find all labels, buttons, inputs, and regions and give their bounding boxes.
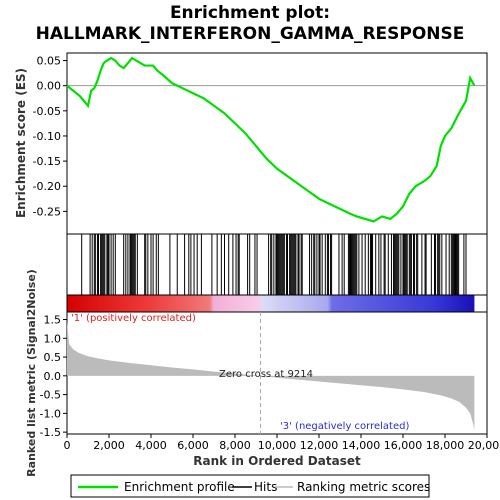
legend-enrichment-label: Enrichment profile bbox=[124, 480, 235, 494]
x-tick-label: 2,000 bbox=[93, 439, 125, 452]
heat-strip-bar bbox=[67, 295, 475, 312]
es-y-tick-label: 0.05 bbox=[37, 55, 62, 68]
x-tick-label: 16,000 bbox=[384, 439, 423, 452]
x-tick-label: 12,000 bbox=[300, 439, 339, 452]
x-tick-label: 14,000 bbox=[342, 439, 381, 452]
x-tick-label: 4,000 bbox=[135, 439, 167, 452]
es-y-tick-label: -0.05 bbox=[33, 105, 61, 118]
metric-y-tick-label: 1.0 bbox=[44, 332, 62, 345]
hit-marks bbox=[81, 234, 467, 295]
ranking-metric-area bbox=[67, 321, 475, 431]
es-y-tick-label: -0.25 bbox=[33, 205, 61, 218]
legend-box bbox=[70, 474, 430, 498]
x-axis-label: Rank in Ordered Dataset bbox=[193, 454, 361, 468]
legend-metric-label: Ranking metric scores bbox=[297, 480, 430, 494]
x-tick-label: 8,000 bbox=[219, 439, 251, 452]
chart-title-line-1: Enrichment plot: bbox=[170, 3, 330, 23]
metric-y-ticks: 1.5 1.0 0.5 0.0 -0.5 -1.0 -1.5 bbox=[40, 314, 67, 439]
legend-hits-label: Hits bbox=[254, 480, 277, 494]
metric-y-tick-label: 1.5 bbox=[44, 314, 62, 327]
chart-title-line-2: HALLMARK_INTERFERON_GAMMA_RESPONSE bbox=[36, 24, 465, 44]
metric-y-tick-label: 0.0 bbox=[44, 370, 62, 383]
negative-correlation-label: '3' (negatively correlated) bbox=[280, 421, 409, 432]
zero-cross-label: Zero cross at 9214 bbox=[219, 369, 313, 380]
metric-y-tick-label: -1.0 bbox=[40, 407, 61, 420]
ranked-metric-panel: 1.5 1.0 0.5 0.0 -0.5 -1.0 -1.5 '1' (positively… bbox=[40, 311, 488, 439]
metric-y-tick-label: -1.5 bbox=[40, 426, 61, 439]
es-y-ticks: 0.05 0.00 -0.05 -0.10 -0.15 -0.20 -0.25 bbox=[33, 55, 67, 218]
enrichment-score-panel: 0.05 0.00 -0.05 -0.10 -0.15 -0.20 -0.25 bbox=[33, 52, 488, 235]
enrichment-profile-line bbox=[66, 56, 476, 223]
es-y-axis-label: Enrichment score (ES) bbox=[14, 68, 28, 218]
x-tick-label: 18,000 bbox=[426, 439, 465, 452]
es-y-tick-label: -0.10 bbox=[33, 130, 61, 143]
metric-y-tick-label: -0.5 bbox=[40, 389, 61, 402]
x-axis-ticks: 0 2,000 4,000 6,000 8,000 10,000 12,000 14,000 1… bbox=[64, 434, 500, 452]
ranked-heat-strip bbox=[66, 294, 488, 313]
x-tick-label: 6,000 bbox=[177, 439, 209, 452]
metric-y-axis-label: Ranked list metric (Signal2Noise) bbox=[25, 269, 38, 477]
es-plot-frame bbox=[66, 52, 488, 235]
x-tick-label: 20,000 bbox=[468, 439, 500, 452]
es-y-tick-label: -0.15 bbox=[33, 155, 61, 168]
x-tick-label: 10,000 bbox=[258, 439, 297, 452]
legend: Enrichment profile Hits Ranking metric s… bbox=[70, 474, 430, 498]
hits-panel bbox=[66, 233, 488, 296]
x-tick-label: 0 bbox=[64, 439, 71, 452]
positive-correlation-label: '1' (positively correlated) bbox=[71, 313, 196, 324]
metric-y-tick-label: 0.5 bbox=[44, 351, 62, 364]
es-y-tick-label: 0.00 bbox=[37, 80, 62, 93]
es-y-tick-label: -0.20 bbox=[33, 180, 61, 193]
